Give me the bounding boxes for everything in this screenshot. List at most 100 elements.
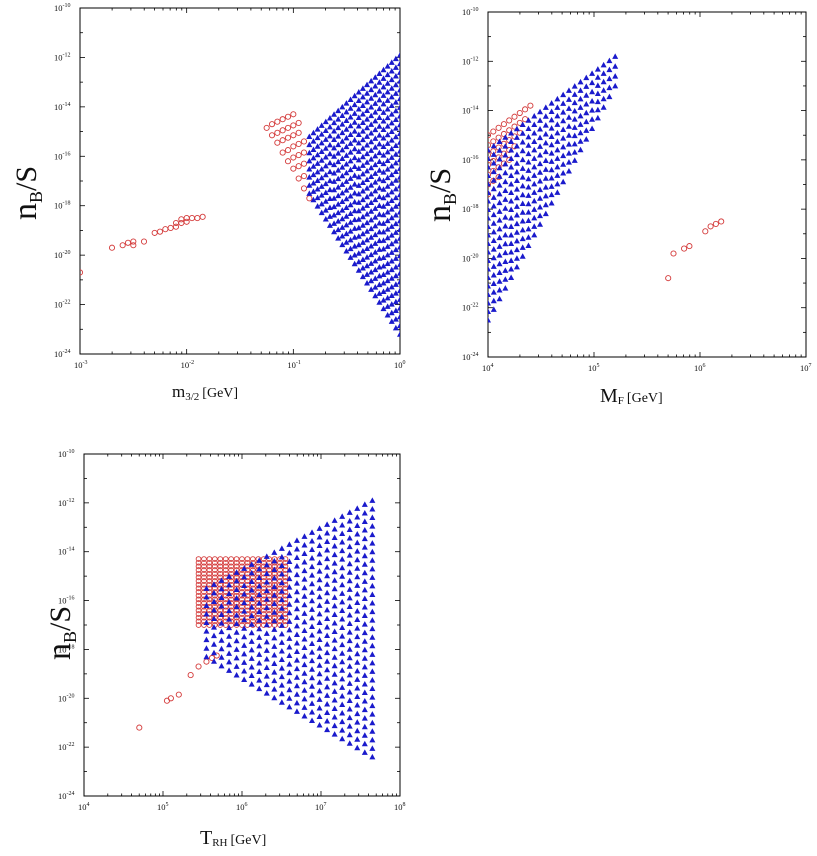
triangle-point bbox=[256, 634, 263, 640]
triangle-point bbox=[508, 172, 515, 178]
triangle-point bbox=[372, 231, 379, 238]
triangle-point bbox=[612, 82, 619, 89]
triangle-point bbox=[359, 153, 366, 160]
triangle-point bbox=[326, 159, 333, 166]
triangle-point bbox=[263, 647, 270, 653]
triangle-point bbox=[346, 629, 353, 635]
triangle-point bbox=[347, 157, 354, 164]
triangle-point bbox=[343, 230, 350, 237]
triangle-point bbox=[380, 66, 387, 73]
triangle-point bbox=[397, 252, 400, 259]
triangle-point bbox=[372, 179, 379, 185]
triangle-point bbox=[388, 59, 395, 65]
triangle-point bbox=[256, 685, 263, 692]
triangle-point bbox=[314, 126, 321, 132]
triangle-point bbox=[203, 653, 210, 660]
triangle-point bbox=[361, 706, 368, 713]
triangle-point bbox=[324, 555, 331, 562]
triangle-point bbox=[226, 590, 233, 596]
circle-point bbox=[279, 116, 286, 123]
triangle-point bbox=[368, 121, 375, 127]
triangle-point bbox=[256, 651, 263, 657]
triangle-point bbox=[326, 213, 333, 219]
circle-point bbox=[188, 215, 196, 222]
triangle-point bbox=[554, 112, 561, 119]
xlabel-unit: [GeV] bbox=[231, 833, 267, 848]
triangle-point bbox=[354, 667, 361, 674]
circle-point bbox=[151, 229, 158, 236]
triangle-point bbox=[372, 100, 379, 106]
triangle-point bbox=[359, 213, 366, 220]
triangle-point bbox=[488, 181, 491, 187]
circle-point bbox=[290, 165, 297, 172]
triangle-point bbox=[347, 254, 354, 260]
triangle-point bbox=[490, 168, 497, 175]
triangle-point bbox=[301, 601, 308, 608]
triangle-point bbox=[241, 591, 248, 597]
triangle-point bbox=[577, 95, 584, 102]
triangle-point bbox=[347, 184, 354, 190]
circle-point bbox=[702, 228, 709, 235]
triangle-point bbox=[331, 170, 338, 176]
circle-point bbox=[217, 570, 224, 577]
triangle-point bbox=[203, 602, 210, 608]
triangle-point bbox=[376, 149, 383, 156]
triangle-point bbox=[263, 596, 270, 602]
triangle-point bbox=[361, 569, 368, 576]
triangle-point bbox=[331, 722, 338, 729]
triangle-point bbox=[531, 138, 538, 144]
triangle-point bbox=[364, 185, 371, 191]
triangle-point bbox=[525, 175, 532, 182]
triangle-point bbox=[376, 132, 383, 138]
triangle-point bbox=[364, 193, 371, 200]
triangle-point bbox=[525, 117, 532, 123]
triangle-point bbox=[309, 537, 316, 544]
triangle-point bbox=[343, 152, 350, 158]
circle-point bbox=[201, 556, 207, 562]
triangle-point bbox=[293, 708, 300, 714]
triangle-point bbox=[347, 175, 354, 181]
circle-point bbox=[195, 622, 202, 628]
triangle-point bbox=[525, 234, 532, 240]
triangle-point bbox=[339, 616, 346, 622]
triangle-point bbox=[508, 180, 515, 187]
triangle-point bbox=[508, 146, 515, 153]
triangle-point bbox=[335, 235, 342, 241]
triangle-point bbox=[218, 594, 225, 600]
triangle-point bbox=[318, 131, 325, 137]
triangle-point bbox=[355, 105, 362, 112]
triangle-point bbox=[346, 620, 353, 627]
triangle-point bbox=[218, 611, 225, 618]
triangle-point bbox=[519, 209, 526, 215]
triangle-point bbox=[388, 232, 395, 238]
circle-point bbox=[260, 581, 267, 588]
triangle-point bbox=[318, 183, 325, 189]
y-tick-label: 10-18 bbox=[54, 201, 71, 211]
circle-point bbox=[279, 137, 286, 144]
triangle-point bbox=[537, 177, 544, 184]
triangle-point bbox=[210, 649, 217, 656]
triangle-point bbox=[331, 203, 338, 210]
triangle-point bbox=[331, 153, 338, 159]
circle-point bbox=[244, 556, 251, 562]
triangle-point bbox=[513, 134, 520, 140]
triangle-point bbox=[364, 90, 371, 96]
circle-point bbox=[206, 567, 213, 573]
triangle-point bbox=[326, 186, 333, 193]
xlabel-unit: [GeV] bbox=[627, 391, 663, 406]
triangle-point bbox=[376, 158, 383, 164]
triangle-point bbox=[361, 680, 368, 687]
circle-point bbox=[239, 585, 245, 592]
triangle-point bbox=[286, 661, 293, 667]
triangle-point bbox=[384, 174, 391, 181]
triangle-point bbox=[519, 156, 526, 163]
triangle-point bbox=[218, 654, 225, 660]
circle-point bbox=[266, 607, 273, 614]
triangle-point bbox=[301, 584, 308, 591]
triangle-point bbox=[339, 633, 346, 639]
circle-point bbox=[201, 567, 207, 573]
triangle-point bbox=[331, 628, 338, 635]
triangle-point bbox=[322, 180, 329, 187]
triangle-point bbox=[388, 180, 395, 186]
triangle-point bbox=[397, 278, 400, 285]
